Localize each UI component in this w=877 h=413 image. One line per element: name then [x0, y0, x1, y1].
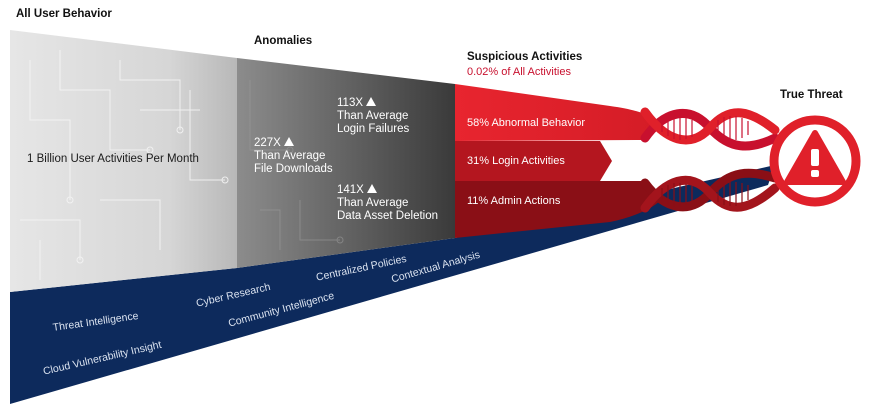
anomaly-line2: File Downloads — [254, 163, 333, 175]
anomaly-line2: Data Asset Deletion — [337, 210, 439, 222]
anomaly-value: 141X — [337, 184, 364, 196]
up-triangle-icon — [366, 184, 377, 193]
dna-rungs-top — [661, 116, 749, 140]
all-activities-label: 1 Billion User Activities Per Month — [27, 153, 199, 165]
header-suspicious-activities: Suspicious Activities — [467, 51, 583, 63]
suspicious-abnormal-behavior: 58% Abnormal Behavior — [467, 117, 586, 129]
header-true-threat: True Threat — [780, 89, 843, 101]
up-triangle-icon — [283, 137, 294, 146]
dna-rungs-bottom — [661, 182, 749, 207]
anomalies-panel — [237, 58, 455, 268]
suspicious-band-bottom — [455, 181, 660, 238]
anomaly-value: 227X — [254, 137, 281, 149]
suspicious-login-activities: 31% Login Activities — [467, 155, 565, 167]
suspicious-band-top — [455, 84, 660, 141]
anomaly-value: 113X — [337, 97, 364, 109]
anomaly-data-asset-deletion: 141X Than Average Data Asset Deletion — [337, 184, 438, 223]
anomaly-line1: Than Average — [254, 150, 326, 162]
dna-strand-bottom — [640, 168, 780, 213]
dna-strand-top — [640, 107, 780, 151]
suspicious-band-middle — [455, 141, 612, 181]
circuit-pattern-dark — [249, 80, 344, 250]
anomaly-line1: Than Average — [337, 197, 409, 209]
warning-exclamation-icon — [769, 115, 861, 207]
anomaly-line2: Login Failures — [337, 123, 410, 135]
anomaly-file-downloads: 227X Than Average File Downloads — [254, 137, 333, 176]
up-triangle-icon — [366, 97, 377, 106]
suspicious-subtitle: 0.02% of All Activities — [467, 66, 571, 78]
capabilities-band — [10, 165, 775, 404]
header-all-user-behavior: All User Behavior — [16, 8, 112, 20]
anomaly-line1: Than Average — [337, 110, 409, 122]
anomaly-login-failures: 113X Than Average Login Failures — [337, 97, 409, 136]
suspicious-admin-actions: 11% Admin Actions — [467, 195, 561, 207]
header-anomalies: Anomalies — [254, 35, 313, 47]
circuit-pattern-light — [20, 50, 229, 280]
